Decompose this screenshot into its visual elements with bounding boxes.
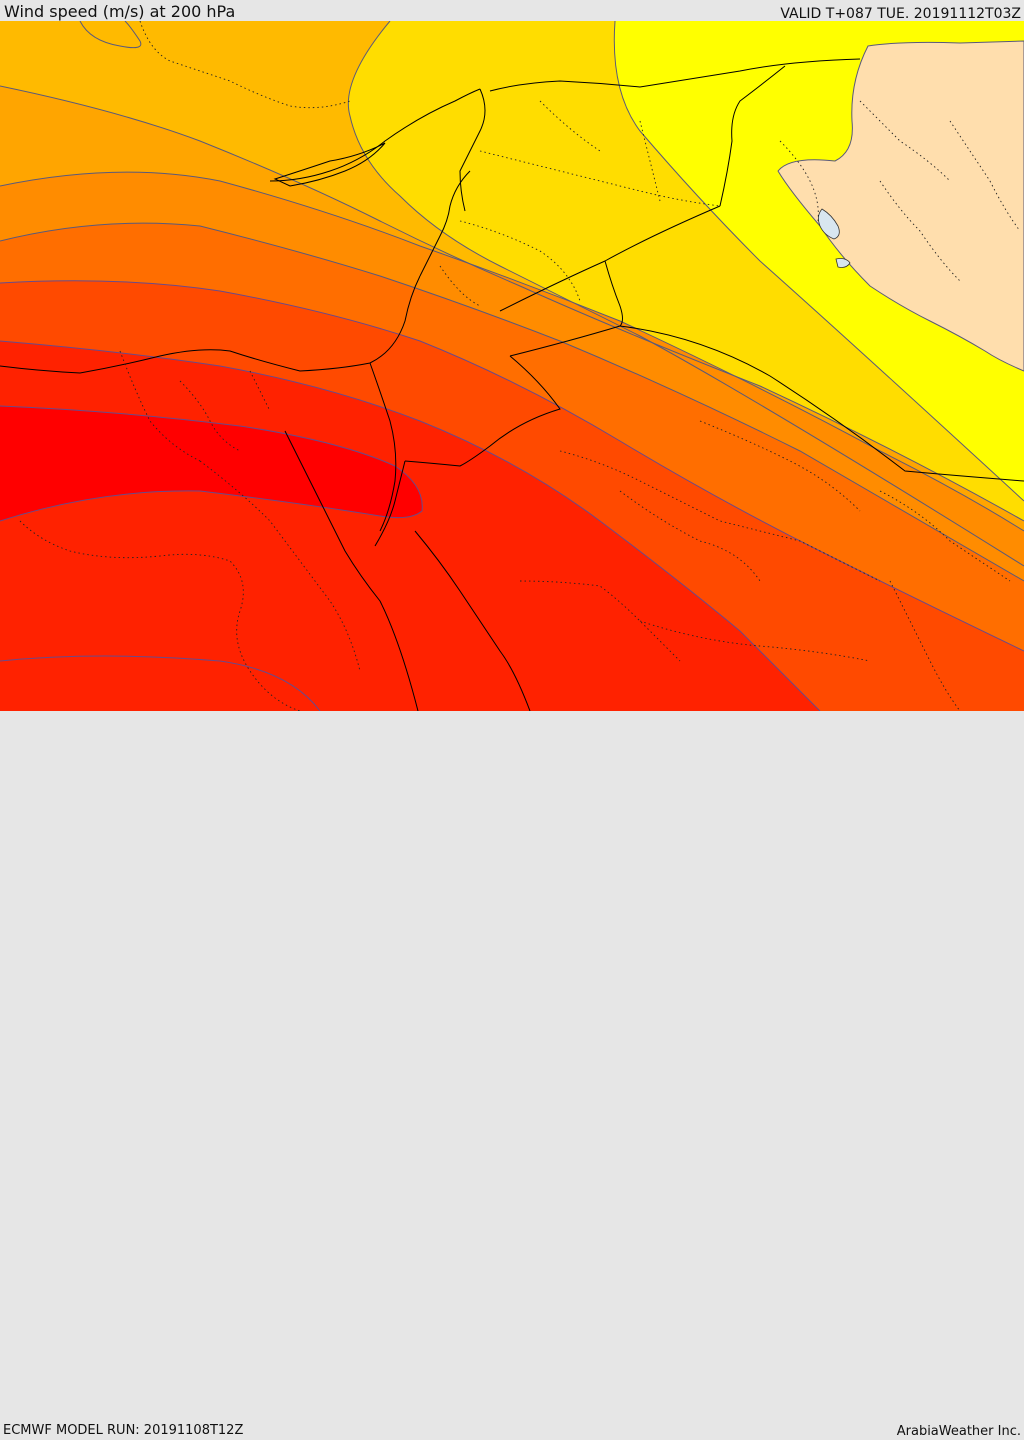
valid-time: VALID T+087 TUE. 20191112T03Z (780, 6, 1021, 22)
credit-label: ArabiaWeather Inc. (896, 1424, 1021, 1439)
wind-speed-map (0, 21, 1024, 711)
band-lower-red (0, 656, 320, 711)
province-boundaries (19, 21, 1021, 711)
lake-razzaza (818, 208, 840, 240)
footer-bar: ECMWF MODEL RUN: 20191108T12Z ArabiaWeat… (0, 711, 1024, 1439)
national-borders (0, 58, 1024, 711)
model-run: ECMWF MODEL RUN: 20191108T12Z (3, 1423, 244, 1438)
map-title: Wind speed (m/s) at 200 hPa (4, 2, 236, 21)
lake-milh (835, 258, 851, 268)
land-mask-iraq (777, 40, 1024, 372)
band-core (0, 406, 423, 521)
header-bar: Wind speed (m/s) at 200 hPa VALID T+087 … (0, 0, 1024, 22)
